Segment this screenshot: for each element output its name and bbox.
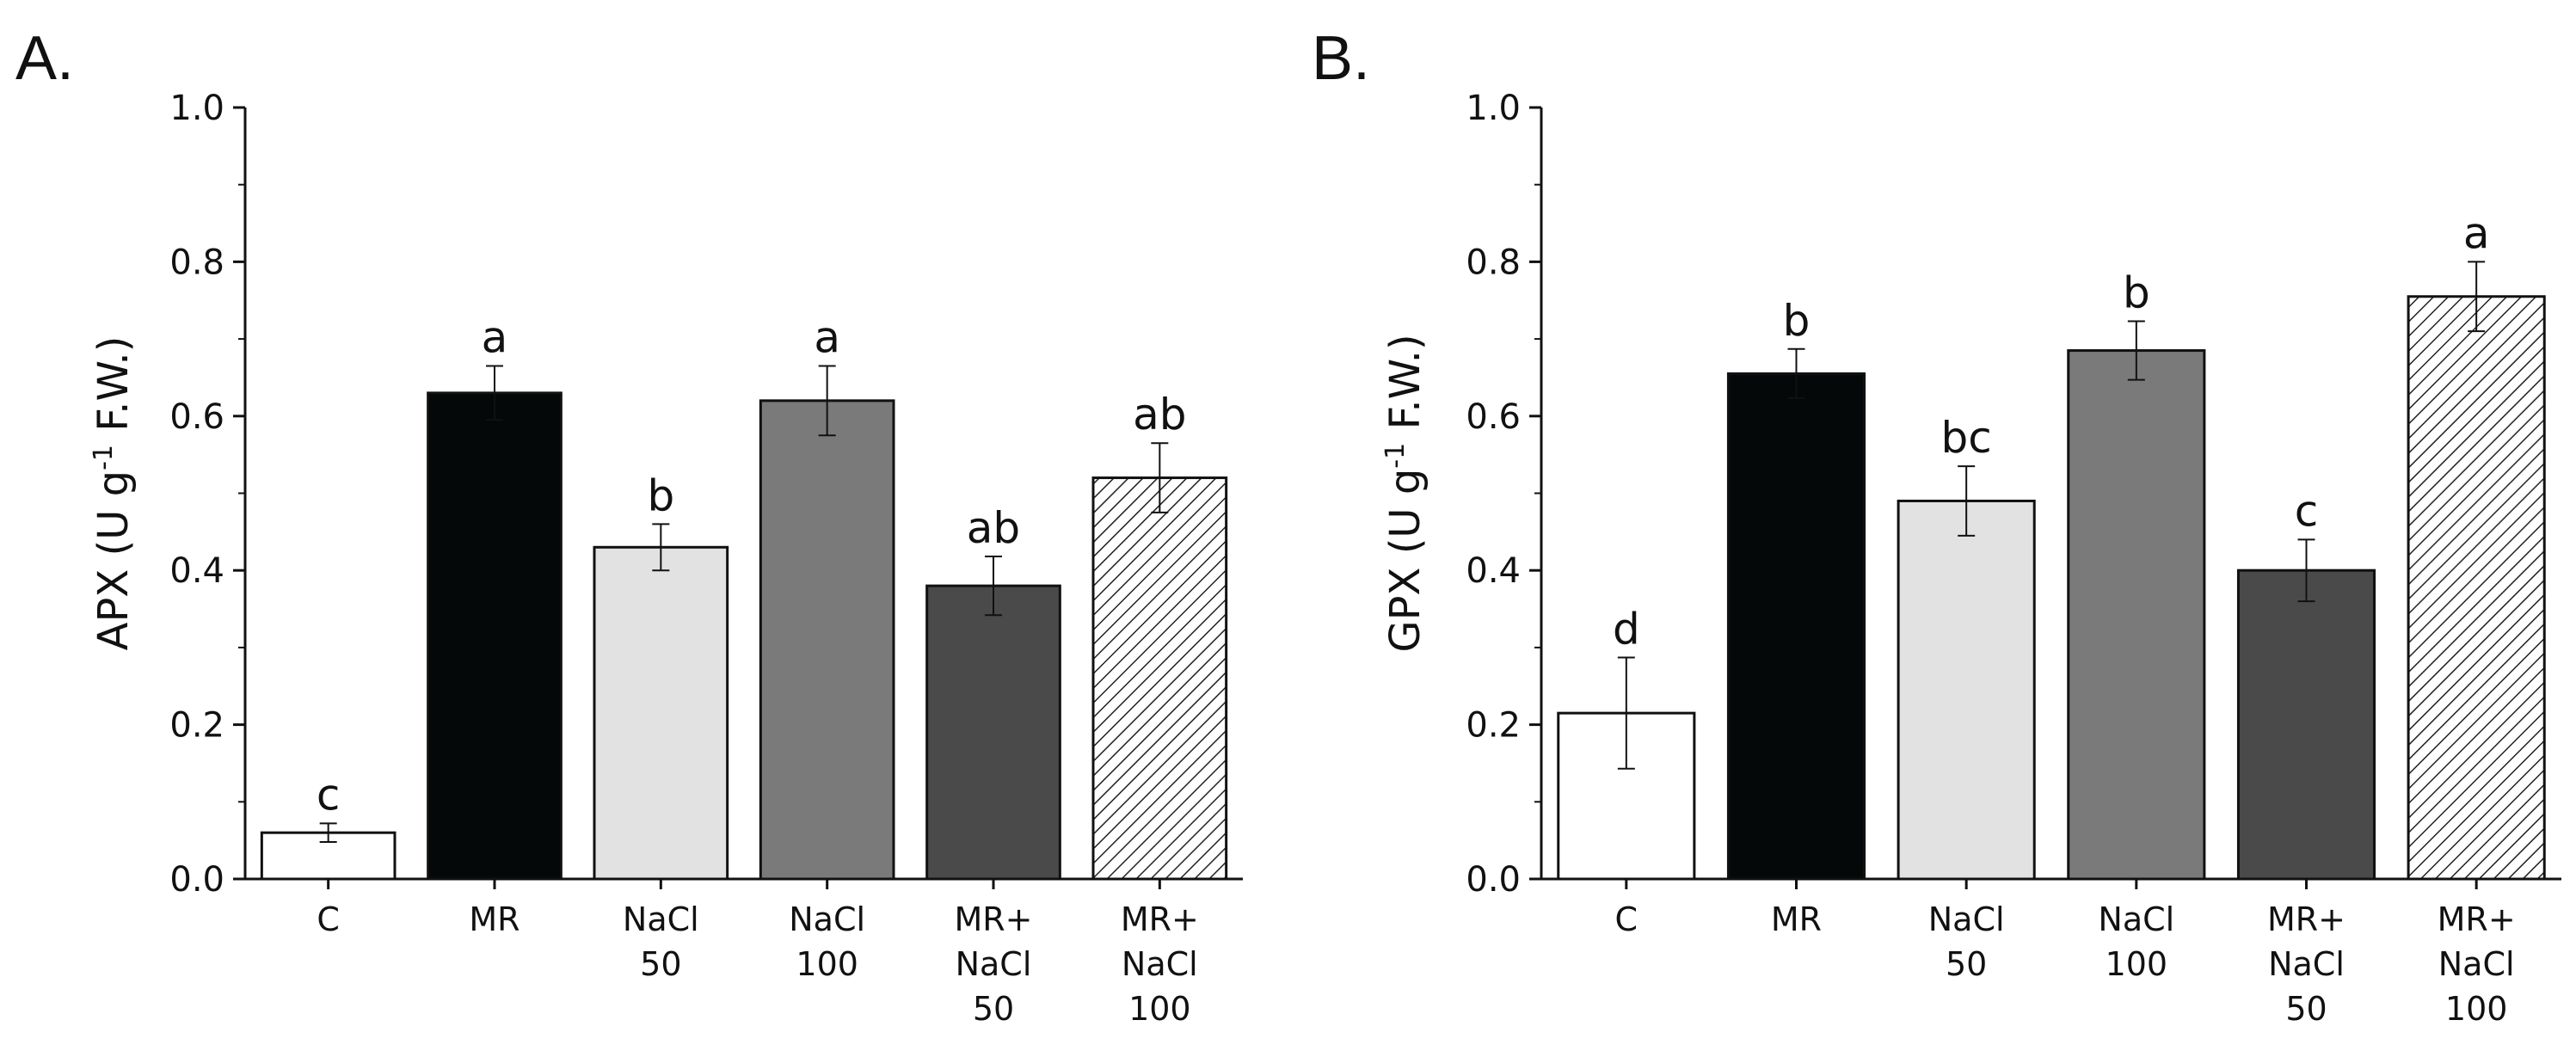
- x-category-label: 100: [2106, 945, 2168, 983]
- significance-letter: ab: [967, 503, 1020, 553]
- x-category-label: 50: [1946, 945, 1987, 983]
- x-category-label: C: [1615, 900, 1638, 938]
- bar: [925, 584, 1061, 881]
- y-tick-label: 0.4: [169, 551, 224, 591]
- bar: [1091, 476, 1228, 881]
- x-category-label: NaCl: [2268, 945, 2345, 983]
- y-tick-label: 0.2: [169, 706, 224, 746]
- significance-letter: c: [317, 770, 341, 820]
- x-category-label: MR+: [2267, 900, 2345, 938]
- significance-letter: c: [2295, 486, 2319, 536]
- bar: [2407, 295, 2546, 881]
- x-category-label: NaCl: [789, 900, 865, 938]
- y-axis-title-main: GPX (U g: [1381, 469, 1429, 653]
- significance-letter: bc: [1941, 413, 1992, 463]
- x-category-label: 50: [973, 990, 1014, 1028]
- panel-label: B.: [1312, 24, 1370, 93]
- x-category-label: NaCl: [2098, 900, 2174, 938]
- x-category-label: MR+: [1121, 900, 1199, 938]
- significance-letter: b: [2123, 267, 2150, 317]
- y-tick-label: 0.6: [1466, 397, 1521, 437]
- y-tick-label: 1.0: [1466, 89, 1521, 128]
- significance-letter: ab: [1133, 390, 1186, 439]
- bar: [593, 545, 729, 881]
- x-category-label: NaCl: [2438, 945, 2515, 983]
- y-tick-label: 0.6: [169, 397, 224, 437]
- y-tick-label: 0.2: [1466, 706, 1521, 746]
- y-tick-label: 1.0: [169, 89, 224, 128]
- x-category-label: MR: [469, 900, 520, 938]
- y-tick-label: 0.8: [169, 243, 224, 282]
- x-category-label: MR: [1771, 900, 1822, 938]
- y-axis-title: APX (U g-1 F.W.): [89, 336, 138, 651]
- significance-letter: b: [647, 470, 674, 520]
- bar: [1726, 372, 1866, 881]
- x-category-label: 50: [640, 945, 681, 983]
- x-category-label: MR+: [954, 900, 1032, 938]
- y-tick-label: 0.4: [1466, 551, 1521, 591]
- significance-letter: a: [2463, 208, 2490, 258]
- y-axis-title-tail: F.W.): [89, 336, 138, 445]
- bar: [759, 399, 895, 881]
- significance-letter: a: [814, 312, 840, 362]
- bar: [1897, 499, 2036, 881]
- y-axis-title-sup: -1: [89, 445, 119, 470]
- x-category-label: NaCl: [956, 945, 1032, 983]
- y-axis-title-main: APX (U g: [89, 470, 138, 651]
- panel-label: A.: [15, 24, 74, 93]
- bar: [427, 391, 563, 881]
- y-axis-title: GPX (U g-1 F.W.): [1380, 334, 1429, 652]
- bar: [2067, 349, 2206, 881]
- y-tick-label: 0.0: [169, 860, 224, 900]
- significance-letter: d: [1613, 605, 1640, 654]
- bar: [2236, 568, 2376, 881]
- x-category-label: 100: [2445, 990, 2508, 1028]
- x-category-label: NaCl: [623, 900, 699, 938]
- x-category-label: MR+: [2438, 900, 2516, 938]
- y-tick-label: 0.8: [1466, 243, 1521, 282]
- y-axis-title-sup: -1: [1380, 443, 1411, 469]
- x-category-label: NaCl: [1928, 900, 2005, 938]
- y-axis-title-tail: F.W.): [1381, 334, 1429, 442]
- significance-letter: b: [1783, 296, 1811, 346]
- x-category-label: 100: [1128, 990, 1191, 1028]
- y-tick-label: 0.0: [1466, 860, 1521, 900]
- x-category-label: C: [317, 900, 340, 938]
- significance-letter: a: [482, 312, 508, 362]
- x-category-label: NaCl: [1122, 945, 1198, 983]
- x-category-label: 50: [2285, 990, 2327, 1028]
- x-category-label: 100: [796, 945, 858, 983]
- bar: [260, 831, 397, 881]
